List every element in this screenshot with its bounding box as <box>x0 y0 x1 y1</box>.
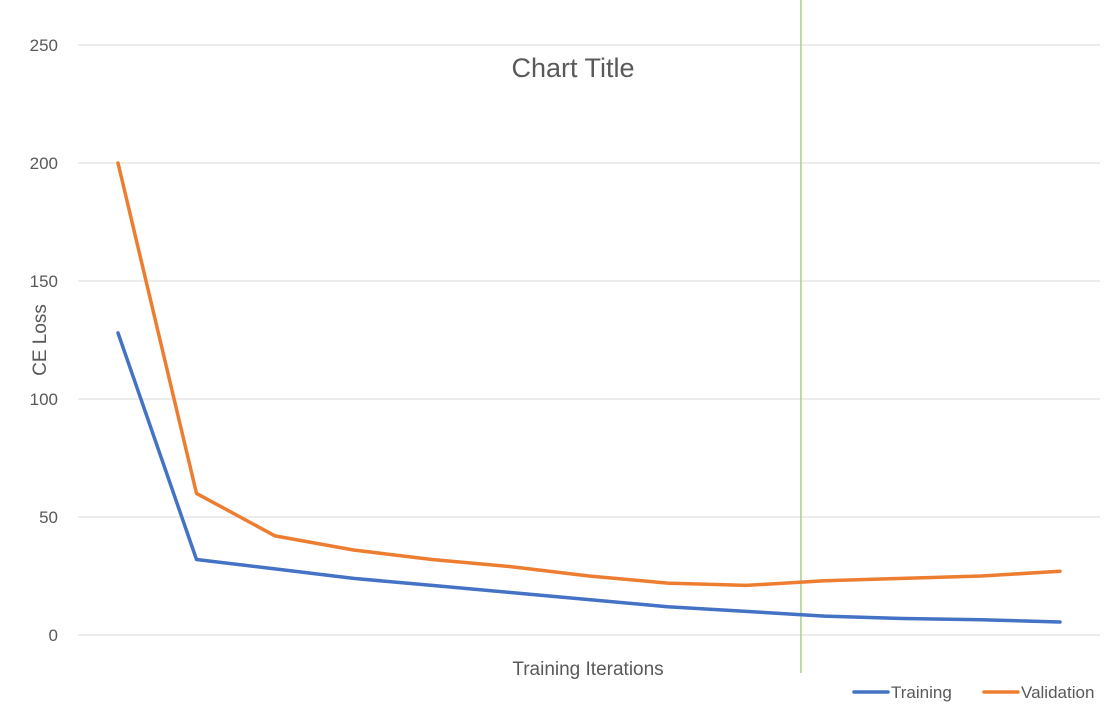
y-tick-label: 100 <box>30 390 58 409</box>
legend-item-training: Training <box>852 683 952 702</box>
series-line-validation <box>116 161 1062 588</box>
y-axis-ticks: 0 50 100 150 200 250 <box>30 36 58 645</box>
chart-title: Chart Title <box>511 53 634 83</box>
x-axis-title: Training Iterations <box>512 659 663 680</box>
y-tick-label: 200 <box>30 154 58 173</box>
y-tick-label: 250 <box>30 36 58 55</box>
legend-label-validation: Validation <box>1021 683 1094 702</box>
y-tick-label: 150 <box>30 272 58 291</box>
series-lines <box>116 161 1062 624</box>
legend-label-training: Training <box>891 683 952 702</box>
y-tick-label: 50 <box>39 508 58 527</box>
y-tick-label: 0 <box>49 626 58 645</box>
y-axis-title: CE Loss <box>30 304 51 376</box>
legend: Training Validation <box>852 683 1094 702</box>
legend-item-validation: Validation <box>982 683 1094 702</box>
series-line-training <box>116 331 1062 624</box>
gridlines <box>78 44 1100 636</box>
